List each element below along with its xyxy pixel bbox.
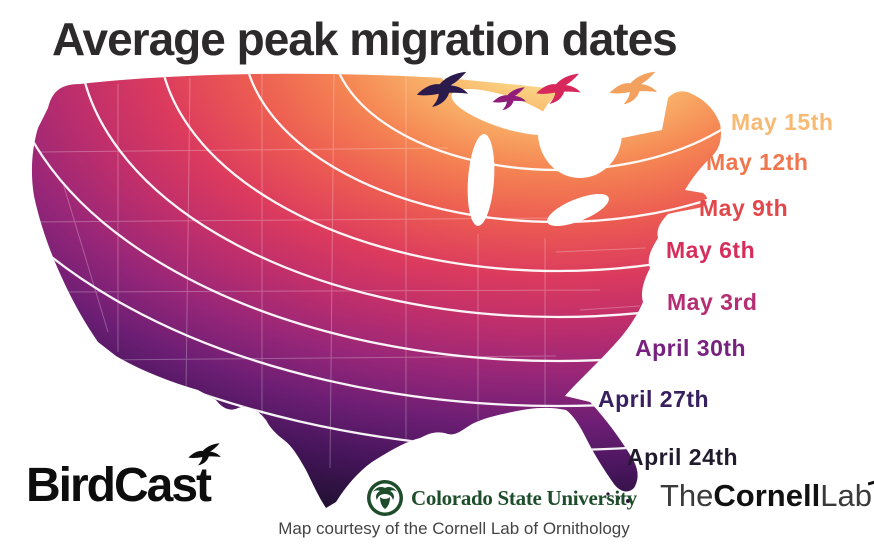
lake-huron-ontario (538, 88, 622, 178)
cornell-word-cornell: Cornell (713, 478, 821, 513)
birdcast-logo: BirdCast (26, 443, 221, 513)
bird-silhouette-4-icon (609, 71, 658, 105)
date-label-april-27: April 27th (598, 386, 710, 412)
cornell-sapsucker-icon (867, 480, 874, 486)
birdcast-bird-icon (188, 443, 221, 466)
birdcast-wordmark: BirdCast (26, 459, 212, 512)
date-label-april-30: April 30th (635, 335, 747, 361)
lake-erie (547, 193, 609, 227)
date-label-may-6: May 6th (666, 237, 756, 263)
contour-line (157, 73, 722, 273)
csu-ram-icon (367, 480, 403, 516)
date-label-may-9: May 9th (699, 195, 789, 221)
contour-line (31, 73, 722, 363)
csu-logo: Colorado State University (366, 479, 637, 517)
date-label-may-3: May 3rd (667, 289, 758, 315)
date-label-may-15: May 15th (731, 109, 834, 135)
date-label-may-12: May 12th (706, 149, 809, 175)
contour-line (0, 0, 874, 406)
great-lakes (451, 88, 622, 227)
florida-keys (606, 492, 630, 503)
lake-michigan (467, 134, 495, 226)
map-caption: Map courtesy of the Cornell Lab of Ornit… (278, 519, 630, 538)
state-borders (31, 73, 647, 469)
lake-superior (451, 88, 559, 136)
page-title: Average peak migration dates (52, 13, 678, 65)
contour-line (77, 73, 722, 319)
cornell-word-the: The (660, 478, 714, 513)
csu-wordmark: Colorado State University (411, 485, 637, 510)
date-label-april-24: April 24th (627, 444, 739, 470)
cornell-lab-logo: The Cornell Lab (660, 476, 874, 516)
cornell-word-lab: Lab (820, 478, 872, 513)
